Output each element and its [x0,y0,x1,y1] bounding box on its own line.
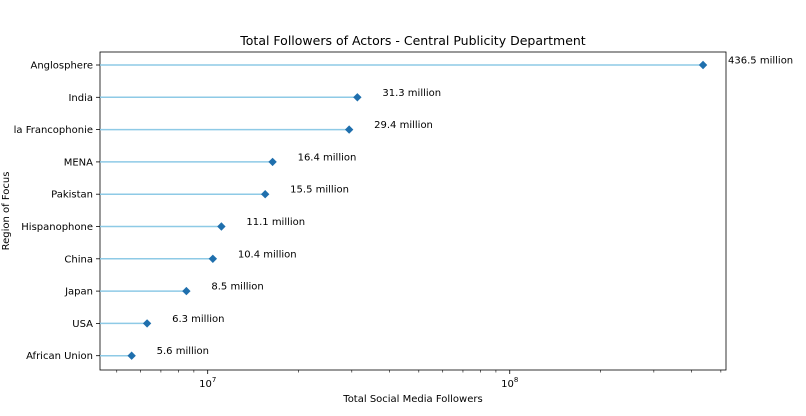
value-label: 16.4 million [298,152,357,163]
x-major-ticks: 107 108 [199,370,518,390]
lollipop-marker [208,254,218,263]
value-label: 15.5 million [290,185,349,196]
lollipop-marker [182,286,191,296]
plot-frame [99,51,727,371]
lollipop-marker [142,319,152,328]
value-label: 10.4 million [238,249,297,260]
value-label: 6.3 million [172,314,224,325]
y-tick-label: MENA [64,157,93,168]
value-label: 5.6 million [157,346,209,357]
chart-title: Total Followers of Actors - Central Publ… [239,33,586,48]
x-tick-label: 107 [199,376,216,390]
lollipop-marker [268,157,277,167]
value-label: 436.5 million [728,56,793,67]
y-tick-label: USA [72,319,93,330]
y-axis-ticks: Anglosphere India la Francophonie MENA Pakis… [14,61,100,362]
lollipop-marker [353,93,362,102]
y-tick-label: China [64,254,93,265]
y-tick-label: Hispanophone [21,222,93,233]
lollipop-marker [217,222,226,231]
x-minor-ticks [116,370,722,373]
value-label: 31.3 million [382,88,441,99]
lollipop-marker [260,190,270,199]
lollipop-markers [127,60,708,360]
y-tick-label: India [68,93,93,104]
value-label: 11.1 million [246,217,305,228]
y-tick-label: African Union [26,351,93,362]
y-tick-label: la Francophonie [14,125,93,136]
value-labels: 436.5 million 31.3 million 29.4 million 16.… [157,56,794,358]
y-tick-label: Japan [64,287,93,298]
x-tick-label: 108 [501,376,518,390]
lollipop-marker [127,351,136,360]
lollipop-stems [100,64,704,357]
y-tick-label: Pakistan [51,190,93,201]
lollipop-marker [698,60,708,70]
x-axis-label: Total Social Media Followers [342,394,482,405]
value-label: 29.4 million [374,120,433,131]
y-axis-label: Region of Focus [1,172,12,251]
value-label: 8.5 million [211,282,263,293]
y-tick-label: Anglosphere [30,61,93,72]
lollipop-marker [344,125,354,134]
